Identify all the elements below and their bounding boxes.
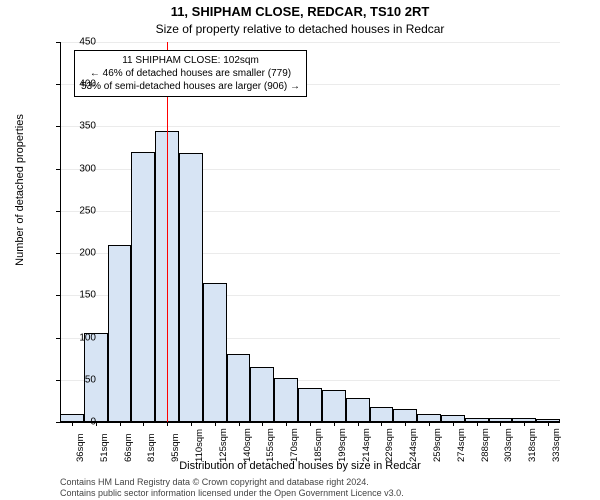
x-tick: [167, 422, 168, 426]
annotation-line2: ← 46% of detached houses are smaller (77…: [81, 67, 300, 80]
y-axis-title: Number of detached properties: [14, 60, 26, 320]
y-tick-label: 300: [56, 163, 96, 174]
chart-subtitle: Size of property relative to detached ho…: [0, 22, 600, 36]
x-tick-label: 244sqm: [408, 428, 419, 462]
x-tick-label: 81sqm: [146, 433, 157, 462]
histogram-bar: [393, 409, 417, 422]
x-tick: [143, 422, 144, 426]
x-tick-label: 303sqm: [503, 428, 514, 462]
x-tick-label: 110sqm: [194, 429, 205, 462]
x-tick: [524, 422, 525, 426]
histogram-bar: [179, 153, 203, 422]
y-tick-label: 100: [56, 332, 96, 343]
x-tick-label: 288sqm: [480, 428, 491, 462]
histogram-bar: [203, 283, 227, 422]
y-tick-label: 0: [56, 417, 96, 428]
annotation-line1: 11 SHIPHAM CLOSE: 102sqm: [81, 54, 300, 67]
histogram-bar: [441, 415, 465, 422]
x-tick-label: 185sqm: [313, 428, 324, 462]
x-tick-label: 140sqm: [242, 428, 253, 462]
histogram-bar: [131, 152, 155, 422]
x-tick: [334, 422, 335, 426]
x-tick: [453, 422, 454, 426]
y-tick-label: 200: [56, 248, 96, 259]
histogram-bar: [417, 414, 441, 422]
histogram-bar: [108, 245, 132, 422]
x-tick: [477, 422, 478, 426]
x-tick: [548, 422, 549, 426]
x-tick-label: 318sqm: [527, 428, 538, 462]
histogram-bar: [322, 390, 346, 422]
y-axis-line: [60, 42, 61, 422]
histogram-bar: [274, 378, 298, 422]
x-tick: [286, 422, 287, 426]
x-tick: [500, 422, 501, 426]
x-tick-label: 259sqm: [432, 428, 443, 462]
x-tick-label: 125sqm: [218, 428, 229, 462]
y-tick-label: 250: [56, 205, 96, 216]
x-tick: [191, 422, 192, 426]
y-tick-label: 350: [56, 121, 96, 132]
x-tick-label: 333sqm: [551, 428, 562, 462]
x-tick-label: 274sqm: [456, 428, 467, 462]
x-tick: [262, 422, 263, 426]
marker-line: [167, 42, 168, 422]
x-tick: [429, 422, 430, 426]
x-tick-label: 36sqm: [75, 433, 86, 462]
x-tick-label: 155sqm: [265, 428, 276, 462]
chart-title: 11, SHIPHAM CLOSE, REDCAR, TS10 2RT: [0, 4, 600, 19]
x-tick-label: 199sqm: [337, 428, 348, 462]
annotation-box: 11 SHIPHAM CLOSE: 102sqm ← 46% of detach…: [74, 50, 307, 97]
x-tick-label: 95sqm: [170, 433, 181, 462]
histogram-bar: [250, 367, 274, 422]
x-tick: [381, 422, 382, 426]
histogram-bar: [346, 398, 370, 422]
x-tick-label: 51sqm: [99, 433, 110, 462]
plot-area: [60, 42, 560, 422]
x-tick: [239, 422, 240, 426]
x-tick: [405, 422, 406, 426]
grid-line: [60, 126, 560, 127]
x-tick-label: 229sqm: [384, 428, 395, 462]
y-tick-label: 450: [56, 37, 96, 48]
y-tick-label: 50: [56, 374, 96, 385]
y-tick-label: 400: [56, 79, 96, 90]
footer-line1: Contains HM Land Registry data © Crown c…: [60, 477, 369, 487]
grid-line: [60, 42, 560, 43]
x-tick-label: 214sqm: [361, 428, 372, 462]
x-tick: [358, 422, 359, 426]
x-tick: [310, 422, 311, 426]
histogram-bar: [298, 388, 322, 422]
histogram-bar: [227, 354, 251, 422]
x-tick-label: 170sqm: [289, 428, 300, 462]
x-tick: [215, 422, 216, 426]
x-tick-label: 66sqm: [123, 433, 134, 462]
annotation-line3: 53% of semi-detached houses are larger (…: [81, 80, 300, 93]
histogram-bar: [370, 407, 394, 422]
x-tick: [120, 422, 121, 426]
footer-line2: Contains public sector information licen…: [60, 488, 404, 498]
y-tick-label: 150: [56, 290, 96, 301]
